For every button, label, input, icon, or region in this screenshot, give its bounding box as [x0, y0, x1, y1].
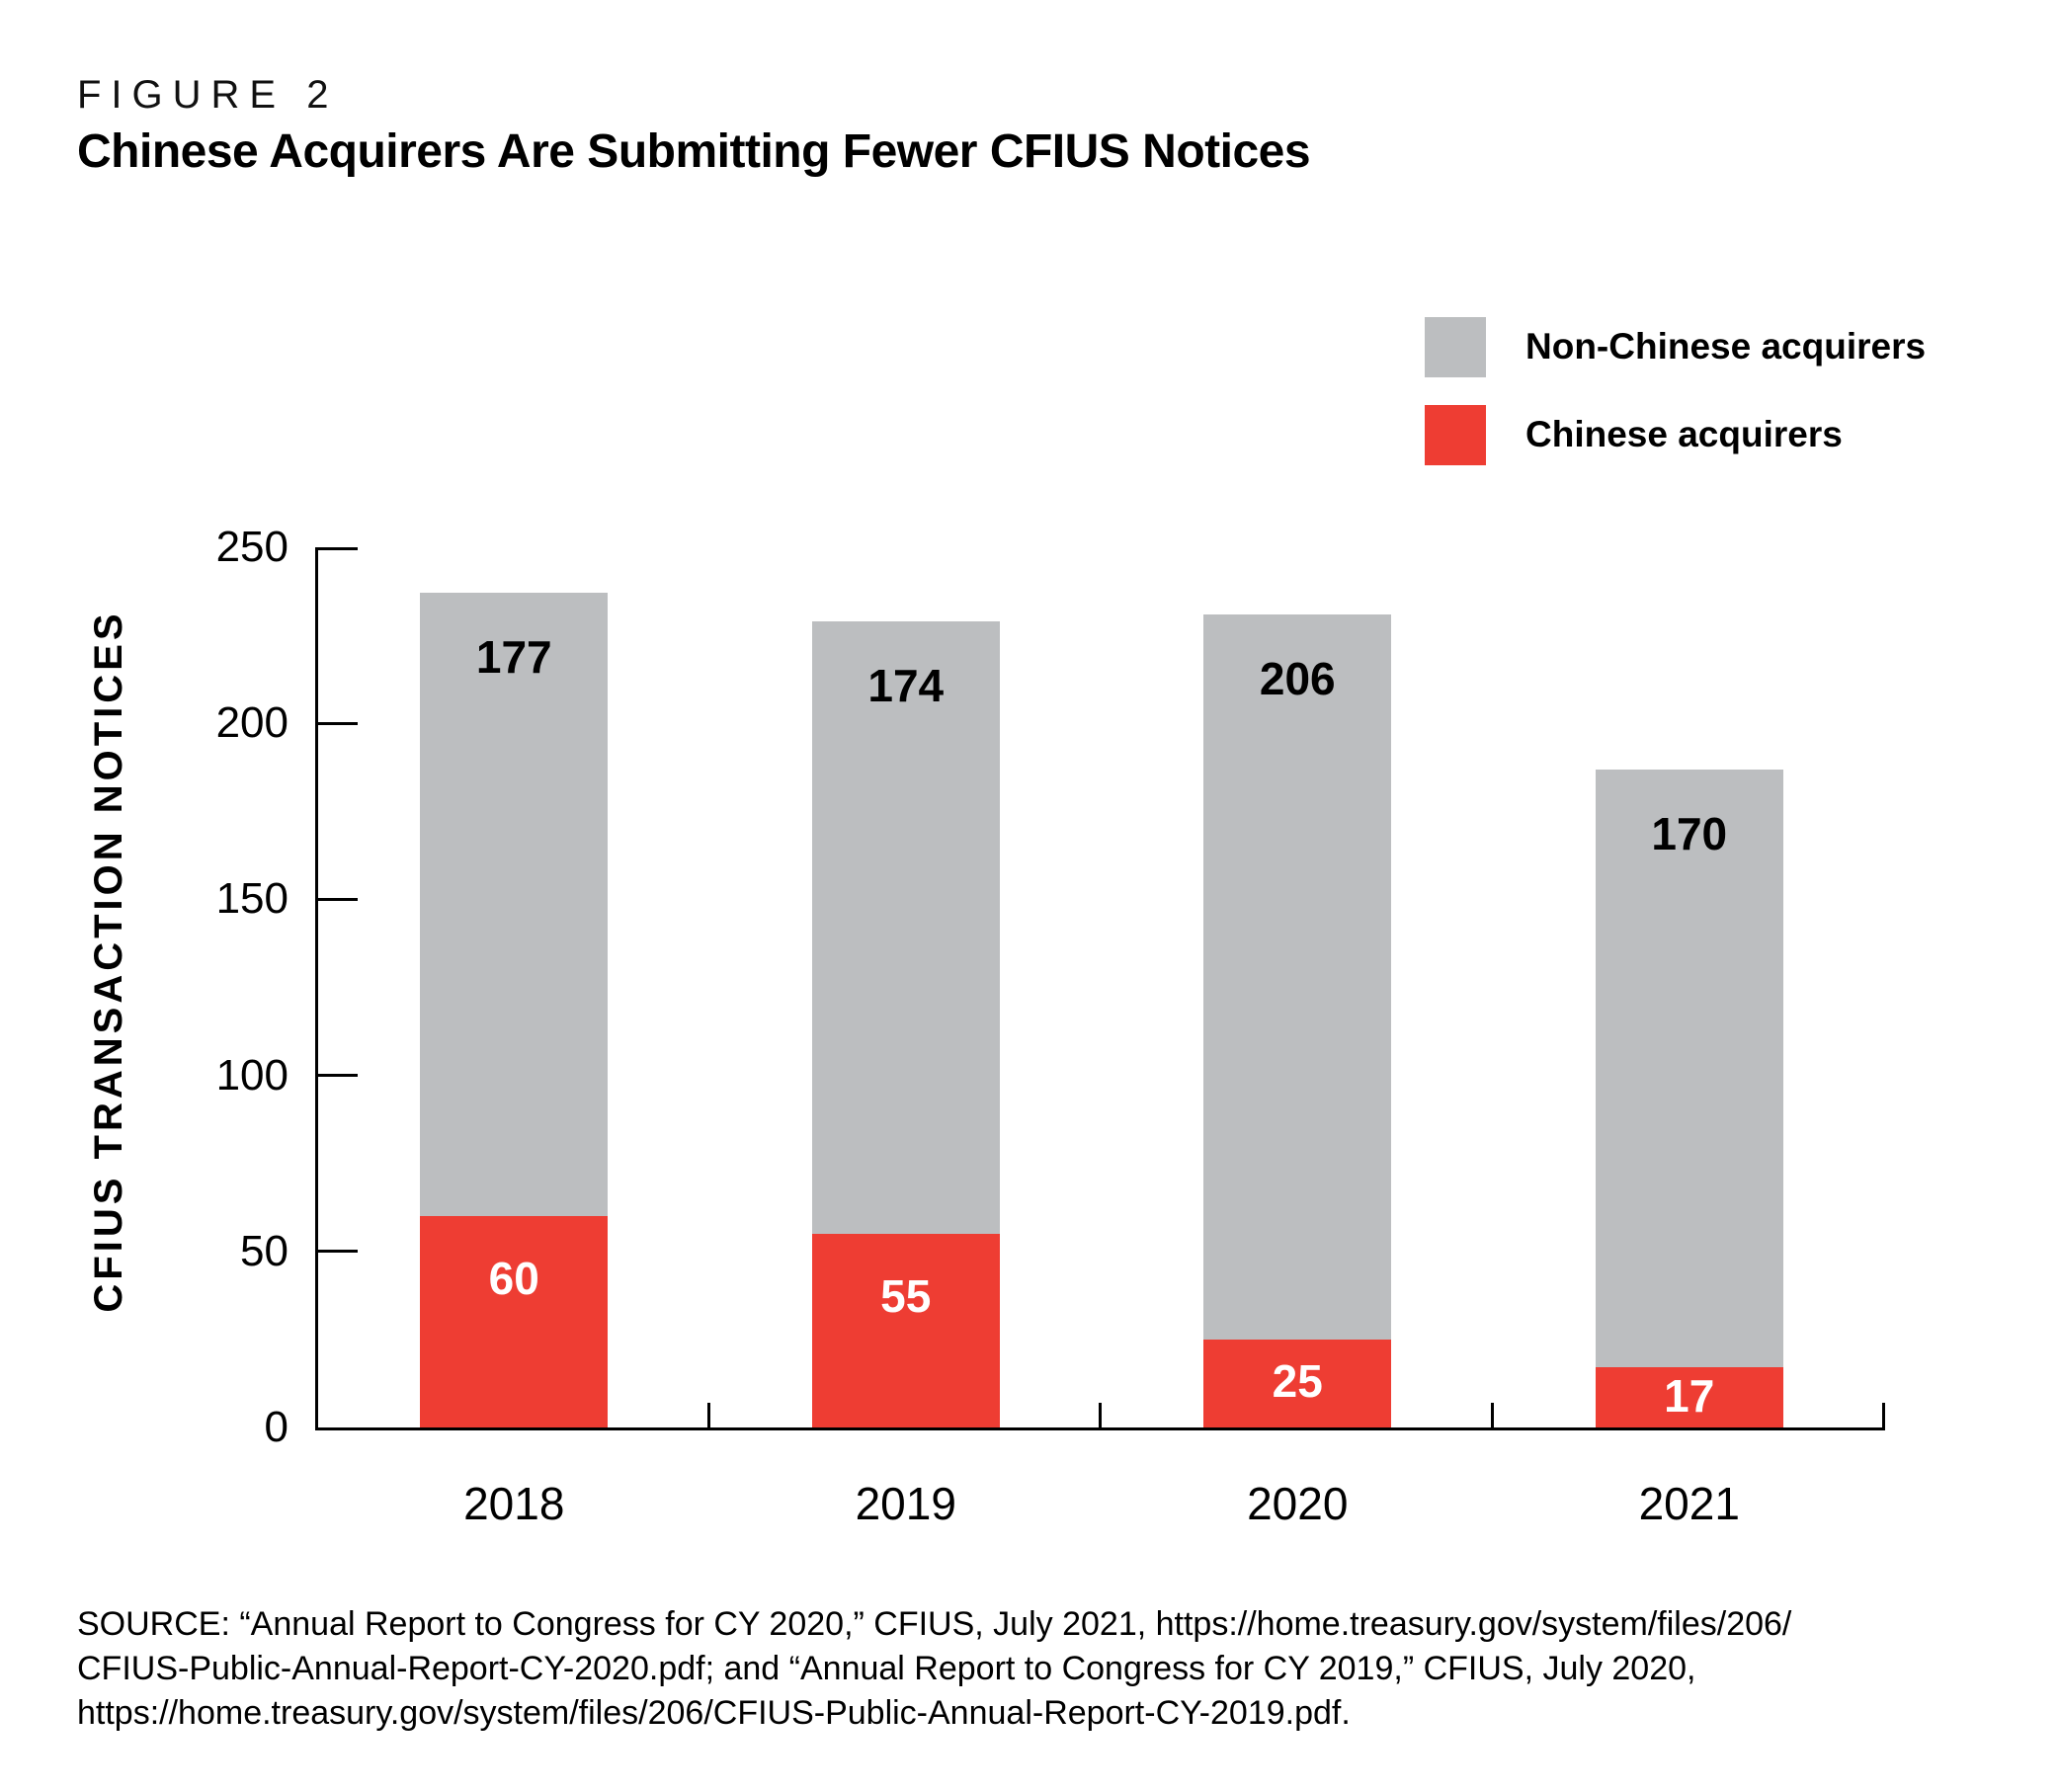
- bar-value-non-chinese-2020: 206: [1259, 652, 1336, 704]
- y-axis-tick-label: 50: [240, 1226, 288, 1275]
- legend-swatch-non-chinese-icon: [1425, 316, 1486, 377]
- source-note: SOURCE: “Annual Report to Congress for C…: [77, 1602, 1791, 1736]
- figure-label: FIGURE 2: [77, 73, 339, 117]
- page-title: Chinese Acquirers Are Submitting Fewer C…: [77, 125, 1311, 178]
- y-axis-tick-label: 0: [264, 1403, 288, 1451]
- source-line: CFIUS-Public-Annual-Report-CY-2020.pdf; …: [77, 1650, 1696, 1687]
- y-axis-tick: [318, 1250, 358, 1254]
- bar-value-chinese-2018: 60: [488, 1253, 539, 1305]
- y-axis-tick: [318, 1074, 358, 1078]
- y-axis-tick: [318, 897, 358, 901]
- bar-segment-chinese-2018: 60: [420, 1216, 609, 1427]
- bar-segment-chinese-2020: 25: [1203, 1339, 1392, 1427]
- bar-value-non-chinese-2018: 177: [475, 631, 552, 684]
- y-axis-tick-label: 150: [215, 874, 288, 924]
- bar-segment-chinese-2021: 17: [1595, 1367, 1783, 1427]
- x-axis-tick: [1882, 1403, 1885, 1427]
- bar-value-chinese-2021: 17: [1664, 1369, 1715, 1422]
- bar-segment-non-chinese-2021: 170: [1595, 769, 1783, 1368]
- y-axis-tick-label: 100: [215, 1050, 288, 1100]
- legend-label-non-chinese: Non-Chinese acquirers: [1525, 326, 1927, 367]
- x-axis-tick: [1099, 1403, 1102, 1427]
- source-line: SOURCE: “Annual Report to Congress for C…: [77, 1605, 1792, 1643]
- legend-item-non-chinese: Non-Chinese acquirers: [1425, 316, 1926, 377]
- legend-label-chinese: Chinese acquirers: [1525, 414, 1843, 454]
- bar-value-non-chinese-2019: 174: [867, 659, 945, 711]
- x-axis-category-label-2020: 2020: [1247, 1478, 1349, 1529]
- bar-value-chinese-2019: 55: [880, 1269, 932, 1322]
- y-axis-tick: [318, 547, 358, 550]
- legend-swatch-chinese-icon: [1425, 404, 1486, 465]
- bar-segment-non-chinese-2020: 206: [1203, 613, 1392, 1340]
- plot-area: 0 50 100 150 200 250 177 60 2018 174 55 2019 206 25 20…: [216, 525, 1885, 1529]
- x-axis-category-label-2018: 2018: [463, 1478, 565, 1529]
- bar-segment-non-chinese-2019: 174: [811, 620, 1000, 1234]
- source-line: https://home.treasury.gov/system/files/2…: [77, 1694, 1351, 1732]
- x-axis-tick: [1490, 1403, 1494, 1427]
- bar-value-non-chinese-2021: 170: [1651, 807, 1728, 859]
- x-axis-category-label-2019: 2019: [855, 1478, 956, 1529]
- x-axis-category-label-2021: 2021: [1638, 1478, 1740, 1529]
- bar-segment-non-chinese-2018: 177: [420, 593, 609, 1217]
- y-axis-tick-label: 200: [215, 698, 288, 748]
- x-axis-tick: [706, 1403, 710, 1427]
- bar-value-chinese-2020: 25: [1272, 1355, 1323, 1408]
- y-axis-tick: [318, 721, 358, 725]
- bar-segment-chinese-2019: 55: [811, 1233, 1000, 1427]
- y-axis-tick-label: 250: [215, 523, 288, 571]
- legend-item-chinese: Chinese acquirers: [1425, 404, 1843, 465]
